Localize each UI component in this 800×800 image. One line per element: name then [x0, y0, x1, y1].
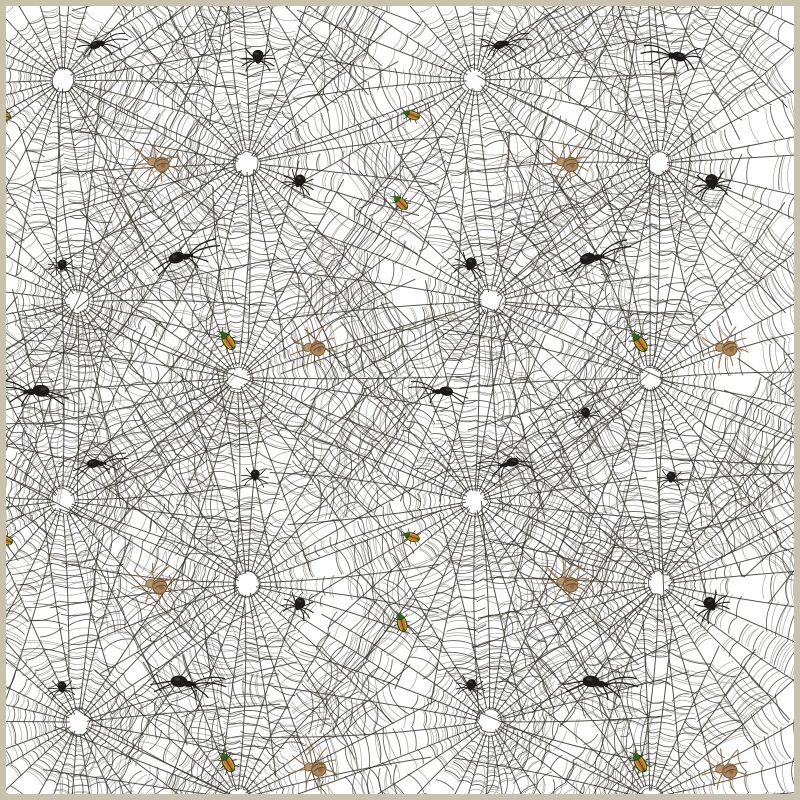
black-spider-hang — [455, 675, 486, 700]
black-spider-side — [0, 380, 70, 407]
web-spiral — [57, 187, 440, 563]
web-hub — [48, 487, 76, 516]
web-spiral — [75, 9, 413, 339]
web-spiral — [57, 621, 402, 800]
black-spider-hang — [694, 589, 731, 624]
web-spiral — [510, 0, 796, 125]
web-spiral — [103, 0, 391, 127]
orb-web — [50, 0, 455, 373]
black-spider-top — [480, 32, 533, 58]
black-spider-hang — [240, 467, 269, 488]
web-spiral — [475, 651, 800, 800]
web-spiral — [78, 394, 424, 761]
black-spider-side — [150, 675, 227, 701]
web-spiral — [0, 0, 245, 258]
web-hub — [637, 786, 664, 800]
orb-web — [50, 360, 452, 791]
web-spiral — [0, 112, 238, 488]
web-spiral — [479, 172, 800, 571]
green-beetle — [400, 528, 422, 546]
web-hub — [475, 708, 504, 733]
web-hub — [463, 66, 487, 93]
web-spiral — [66, 634, 409, 800]
black-spider-hang — [240, 48, 276, 72]
web-hub — [234, 569, 260, 598]
brown-spider — [131, 562, 178, 605]
brown-spider — [542, 140, 589, 183]
green-beetle — [216, 327, 241, 354]
web-spokes — [262, 500, 690, 800]
black-spider-hang — [281, 591, 314, 622]
black-spider-top — [640, 44, 702, 71]
brown-spider — [541, 560, 590, 603]
web-spiral — [0, 542, 256, 800]
orb-web — [484, 0, 800, 147]
web-spiral — [689, 350, 800, 577]
web-spokes — [0, 0, 266, 280]
web-spiral — [310, 0, 648, 262]
web-spokes — [50, 360, 452, 791]
brown-spider — [133, 140, 180, 183]
black-spider-hang — [47, 680, 77, 699]
orb-web — [657, 304, 800, 620]
orb-web — [20, 160, 481, 597]
orb-web — [269, 280, 670, 720]
green-beetle — [628, 329, 653, 356]
web-spiral — [693, 358, 800, 585]
web-spiral — [497, 420, 800, 756]
web-spiral — [0, 320, 75, 522]
black-spider-side — [562, 675, 639, 701]
black-spider-hang — [572, 404, 601, 427]
black-spider-side — [408, 380, 469, 404]
green-beetle — [392, 609, 412, 634]
web-spiral — [83, 387, 418, 756]
green-beetle — [400, 106, 422, 124]
web-hub — [224, 366, 252, 390]
web-hub — [461, 487, 490, 515]
web-spiral — [499, 0, 800, 334]
web-spiral — [63, 190, 442, 556]
web-hub — [478, 288, 504, 315]
brown-spider — [701, 748, 749, 790]
black-spider-top — [76, 32, 129, 58]
web-spokes — [484, 0, 800, 147]
web-spiral — [0, 550, 265, 800]
black-spider-side — [477, 457, 535, 478]
web-spokes — [71, 0, 422, 141]
green-beetle — [628, 748, 652, 776]
web-hub — [645, 150, 671, 178]
brown-spider — [290, 326, 337, 369]
black-spider-hang — [452, 251, 485, 282]
orb-web — [43, 603, 437, 800]
black-spider-hang — [656, 469, 685, 490]
brown-spider — [702, 326, 749, 369]
web-hub — [647, 570, 674, 599]
green-beetle — [216, 748, 240, 776]
green-beetle — [390, 192, 412, 214]
web-hub — [63, 289, 90, 315]
orb-web — [262, 500, 690, 800]
black-spider-hang — [281, 168, 314, 199]
web-spiral — [501, 0, 787, 108]
black-spider-side — [563, 239, 632, 278]
orb-web — [466, 0, 800, 358]
black-spider-hang — [47, 256, 76, 279]
black-spider-side — [152, 238, 221, 277]
web-spokes — [657, 304, 800, 620]
web-spiral — [79, 18, 407, 332]
black-spider-hang — [693, 170, 732, 200]
black-spider-side — [72, 452, 129, 476]
brown-spider — [290, 746, 338, 788]
web-spiral — [302, 533, 658, 800]
